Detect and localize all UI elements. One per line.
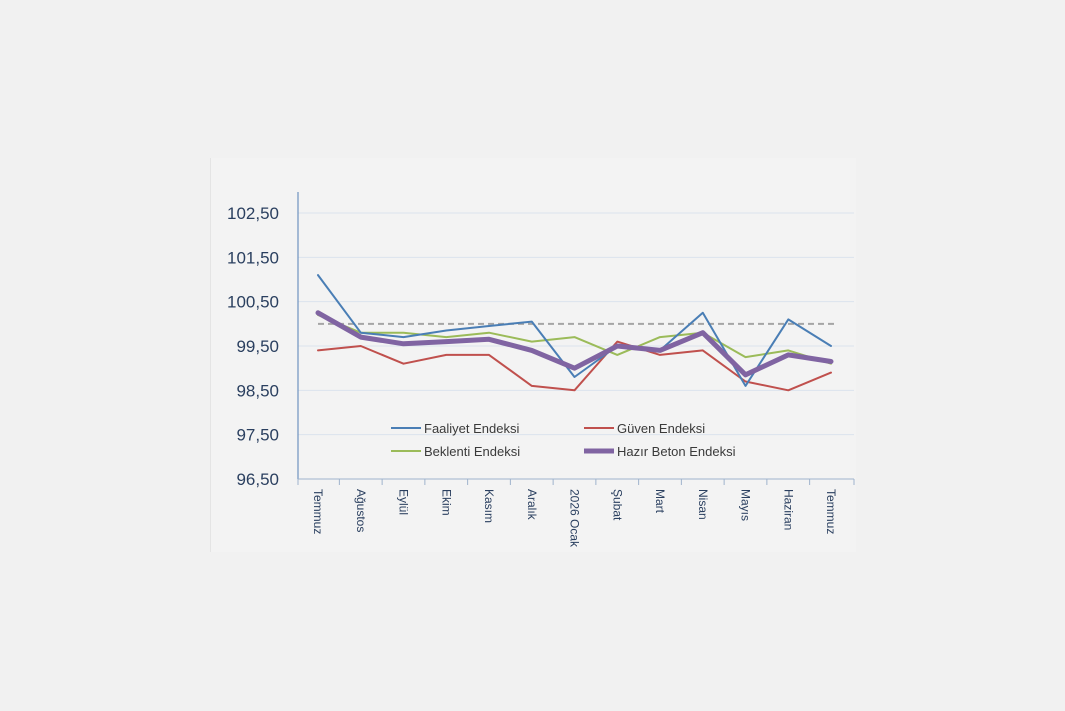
y-tick-label: 101,50 [227, 248, 279, 267]
x-tick-label: Nisan [696, 489, 710, 520]
line-chart: 96,50 97,50 98,50 99,50 100,50 101,50 102,50 Te… [227, 192, 855, 548]
y-tick-label: 102,50 [227, 204, 279, 223]
grid-lines [298, 212, 854, 436]
y-tick-label: 96,50 [236, 470, 279, 489]
x-tick-label: 2026 Ocak [568, 489, 582, 548]
x-tick-label: Temmuz [824, 489, 838, 534]
legend-label: Güven Endeksi [617, 421, 705, 436]
series-line-3 [317, 314, 832, 365]
x-tick-label: Kasım [482, 489, 496, 523]
series-line-1 [317, 274, 832, 387]
x-tick-label: Ağustos [354, 489, 368, 532]
legend-label: Faaliyet Endeksi [424, 421, 519, 436]
legend-label: Beklenti Endeksi [424, 444, 520, 459]
chart-panel: 96,50 97,50 98,50 99,50 100,50 101,50 102,50 Te… [210, 158, 856, 552]
legend: Faaliyet Endeksi Güven Endeksi Beklenti En… [391, 421, 736, 459]
legend-label: Hazır Beton Endeksi [617, 444, 736, 459]
x-tick-label: Eylül [397, 489, 411, 515]
x-tick-label: Şubat [610, 489, 624, 521]
y-tick-label: 97,50 [236, 426, 279, 445]
series-line-2 [317, 340, 832, 392]
x-tick-label: Mart [653, 489, 667, 514]
axes: 96,50 97,50 98,50 99,50 100,50 101,50 102,50 Te… [227, 192, 855, 548]
x-tick-label: Mayıs [739, 489, 753, 521]
y-tick-label: 100,50 [227, 293, 279, 312]
series-line-4 [315, 310, 834, 378]
x-tick-label: Aralık [525, 489, 539, 521]
x-tick-label: Temmuz [311, 489, 325, 534]
y-tick-label: 98,50 [236, 381, 279, 400]
series-lines [315, 274, 834, 392]
x-tick-label: Haziran [781, 489, 795, 530]
x-tick-label: Ekim [439, 489, 453, 516]
y-tick-label: 99,50 [236, 337, 279, 356]
